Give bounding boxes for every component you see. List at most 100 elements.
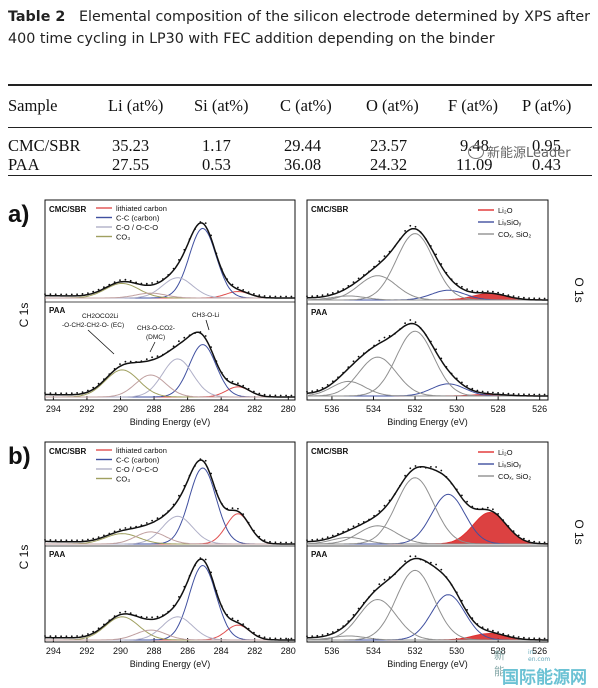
- data-point: [306, 635, 308, 638]
- data-point: [507, 634, 510, 636]
- data-point: [124, 610, 127, 613]
- data-point: [311, 390, 314, 393]
- data-point: [54, 635, 57, 638]
- data-point: [135, 361, 138, 363]
- legend-entry: lithiated carbon: [116, 204, 167, 213]
- data-point: [97, 382, 100, 385]
- data-point: [145, 522, 148, 524]
- data-point: [528, 539, 530, 542]
- data-point: [362, 601, 365, 604]
- data-point: [342, 371, 345, 374]
- data-point: [404, 322, 406, 325]
- legend-entry: C-C (carbon): [116, 456, 160, 465]
- data-point: [476, 290, 479, 293]
- data-point: [162, 514, 164, 517]
- component-peak-curve: [45, 531, 295, 545]
- data-point: [481, 290, 484, 293]
- data-point: [65, 539, 68, 542]
- data-point: [162, 614, 164, 617]
- data-point: [455, 377, 458, 380]
- data-point: [65, 293, 68, 296]
- data-point: [285, 394, 287, 397]
- data-point: [269, 540, 271, 543]
- data-point: [512, 295, 515, 297]
- x-tick-label: 536: [324, 404, 339, 414]
- cell-sample: CMC/SBR: [8, 136, 81, 155]
- data-point: [507, 392, 510, 395]
- data-point: [81, 634, 84, 637]
- data-point: [342, 288, 345, 290]
- data-point: [512, 635, 515, 637]
- table-caption: Table 2 Elemental composition of the sil…: [8, 6, 592, 50]
- envelope-curve: [45, 222, 295, 299]
- data-point: [450, 482, 453, 485]
- data-point: [388, 335, 391, 337]
- watermark-top: 新能源Leader: [468, 142, 571, 161]
- component-peak-curve: [45, 374, 295, 398]
- data-point: [373, 589, 375, 592]
- header-c: C (at%): [280, 96, 332, 115]
- annotation-ec-group: -O-CH2-CH2-O- (EC): [62, 322, 124, 329]
- x-axis-label: Binding Energy (eV): [387, 417, 468, 427]
- c1s-axis-label: C 1s: [17, 303, 31, 328]
- data-point: [92, 386, 95, 389]
- data-point: [290, 637, 293, 640]
- data-point: [486, 506, 489, 509]
- data-point: [199, 221, 202, 223]
- data-point: [368, 349, 370, 351]
- data-point: [269, 394, 271, 397]
- data-point: [528, 297, 530, 299]
- data-point: [486, 290, 489, 293]
- data-point: [92, 537, 95, 540]
- data-point: [194, 228, 196, 231]
- data-point: [362, 274, 365, 276]
- legend-entry: COₓ, SiO₂: [498, 230, 531, 239]
- data-point: [440, 357, 443, 360]
- data-point: [140, 524, 143, 527]
- x-tick-label: 282: [247, 404, 262, 414]
- data-point: [409, 224, 412, 227]
- data-point: [172, 503, 175, 506]
- data-point: [129, 612, 132, 614]
- data-point: [543, 393, 546, 396]
- data-point: [76, 539, 78, 542]
- c1s-axis-label: C 1s: [17, 545, 31, 570]
- data-point: [204, 222, 207, 225]
- cell-c: 36.08: [284, 155, 322, 174]
- data-point: [311, 295, 314, 298]
- data-point: [512, 393, 515, 395]
- data-point: [502, 392, 505, 395]
- data-point: [54, 293, 57, 296]
- data-point: [242, 384, 245, 387]
- legend-entry: CO₃: [116, 233, 130, 242]
- data-point: [404, 474, 406, 477]
- data-point: [140, 615, 143, 618]
- data-point: [543, 297, 546, 300]
- annotation-dmc-label: (DMC): [146, 334, 165, 341]
- data-point: [337, 532, 339, 535]
- data-point: [440, 568, 443, 571]
- data-point: [497, 631, 499, 634]
- data-point: [65, 635, 68, 638]
- data-point: [70, 539, 73, 542]
- data-point: [285, 637, 287, 640]
- data-point: [97, 627, 100, 630]
- data-point: [543, 637, 546, 640]
- data-point: [253, 293, 255, 295]
- data-point: [409, 319, 412, 321]
- data-point: [533, 297, 536, 300]
- data-point: [113, 368, 116, 370]
- data-point: [466, 500, 468, 503]
- annotation-arrow: [87, 329, 115, 355]
- data-point: [237, 507, 239, 510]
- component-peak-curve: [45, 629, 295, 641]
- legend-entry: lithiated carbon: [116, 446, 167, 455]
- x-tick-label: 534: [366, 404, 381, 414]
- data-point: [103, 378, 105, 381]
- table-bottom-rule: [8, 175, 592, 176]
- data-point: [311, 635, 314, 637]
- component-peak-curve: [45, 292, 295, 299]
- sample-label-top: CMC/SBR: [49, 447, 87, 456]
- annotation-dmc: CH3-O-CO2-: [137, 325, 175, 332]
- x-tick-label: 284: [214, 404, 229, 414]
